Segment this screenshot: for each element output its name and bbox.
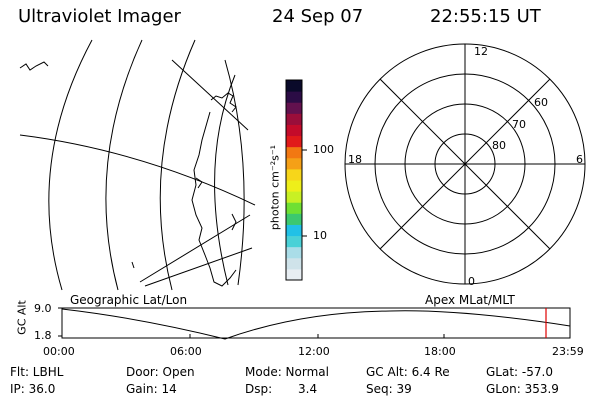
glon-info: GLon: 353.9 [486,382,559,396]
colorbar-segment [286,246,302,259]
mlat-70-label: 70 [512,118,526,131]
filter-info: Flt: LBHL [10,365,64,379]
colorbar-frame [285,79,303,281]
altitude-plot-frame [58,307,571,339]
altitude-curve [61,308,571,340]
mlt-6-label: 6 [576,153,583,166]
colorbar-axis-label: photon cm⁻²s⁻¹ [268,144,282,231]
apex-label: Apex MLat/MLT [425,293,515,307]
dsp-label: Dsp: [245,382,273,396]
mlat-60-label: 60 [534,96,548,109]
altitude-ymin: 1.8 [34,329,52,342]
colorbar-segment [286,191,302,203]
colorbar-tick-10: 10 [313,229,327,242]
xtick-0000: 00:00 [43,345,75,358]
glat-info: GLat: -57.0 [486,365,553,379]
door-info: Door: Open [126,365,195,379]
mlt-0-label: 0 [468,275,475,288]
colorbar-segment [286,268,302,281]
time-label: 22:55:15 UT [430,6,541,27]
colorbar-segment [286,224,302,237]
geographic-map [19,39,256,291]
dsp-value: 3.4 [298,382,318,396]
seq-info: Seq: 39 [366,382,412,396]
colorbar-segment [286,257,302,270]
mlat-80-label: 80 [492,139,506,152]
mlt-12-label: 12 [474,45,488,58]
date-label: 24 Sep 07 [272,6,364,27]
xtick-1200: 12:00 [298,345,330,358]
colorbar-segment [286,146,302,159]
colorbar-segment [286,235,302,248]
colorbar-segment [286,168,302,181]
colorbar-tick-100: 100 [313,143,334,156]
gain-info: Gain: 14 [126,382,177,396]
colorbar [285,79,303,281]
geographic-label: Geographic Lat/Lon [70,293,188,307]
instrument-title: Ultraviolet Imager [18,6,181,27]
colorbar-segment [286,113,302,125]
altitude-ymax: 9.0 [34,302,52,315]
colorbar-segment [286,91,302,103]
colorbar-segment [286,157,302,170]
ip-info: IP: 36.0 [10,382,56,396]
colorbar-ticks [302,149,307,237]
colorbar-segment [286,124,302,137]
colorbar-segment [286,202,302,214]
xtick-2359: 23:59 [552,345,584,358]
xtick-0600: 06:00 [170,345,202,358]
colorbar-segment [286,80,302,92]
mode-info: Mode: Normal [245,365,329,379]
polar-grid [344,43,586,285]
mlt-18-label: 18 [348,153,362,166]
colorbar-segment [286,213,302,225]
gc-alt-info: GC Alt: 6.4 Re [366,365,450,379]
colorbar-segment [286,135,302,148]
xtick-1800: 18:00 [424,345,456,358]
colorbar-segment [286,180,302,192]
altitude-ylabel: GC Alt [15,300,29,335]
colorbar-segment [286,102,302,114]
